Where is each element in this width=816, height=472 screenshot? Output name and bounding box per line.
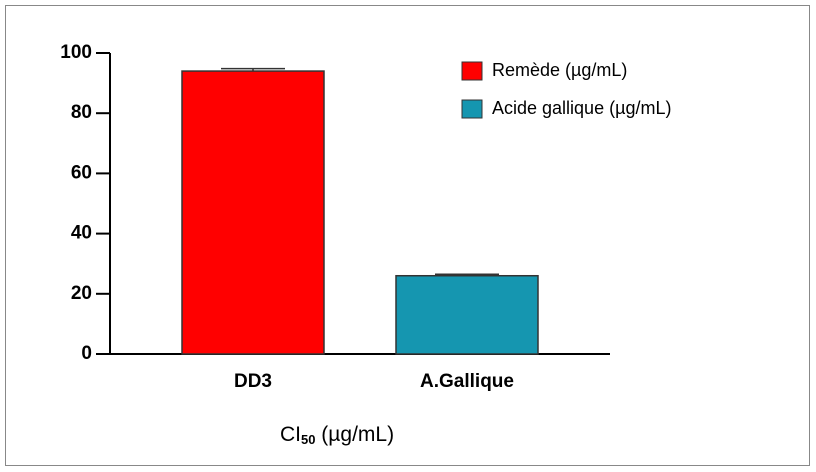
legend-label: Remède (µg/mL) <box>492 60 627 80</box>
x-label-sub: 50 <box>301 432 315 447</box>
x-label-rest: (µg/mL) <box>315 423 394 446</box>
error-bar <box>435 273 499 276</box>
bar <box>395 274 539 355</box>
y-tick-label: 0 <box>81 343 92 364</box>
y-tick-label: 80 <box>71 102 92 123</box>
y-tick-label: 100 <box>60 42 92 63</box>
x-label-main: CI <box>280 423 301 446</box>
legend-label: Acide gallique (µg/mL) <box>492 98 671 118</box>
x-axis-label: CI50 (µg/mL) <box>280 423 394 448</box>
frame <box>5 5 810 466</box>
legend-swatch <box>461 61 483 81</box>
error-bar <box>221 67 285 72</box>
x-tick-label: DD3 <box>234 371 272 392</box>
y-tick-label: 20 <box>71 283 92 304</box>
legend-swatch <box>461 99 483 119</box>
y-tick-label: 40 <box>71 223 92 244</box>
y-tick-label: 60 <box>71 162 92 183</box>
bar <box>181 70 325 355</box>
x-tick-label: A.Gallique <box>420 371 514 392</box>
